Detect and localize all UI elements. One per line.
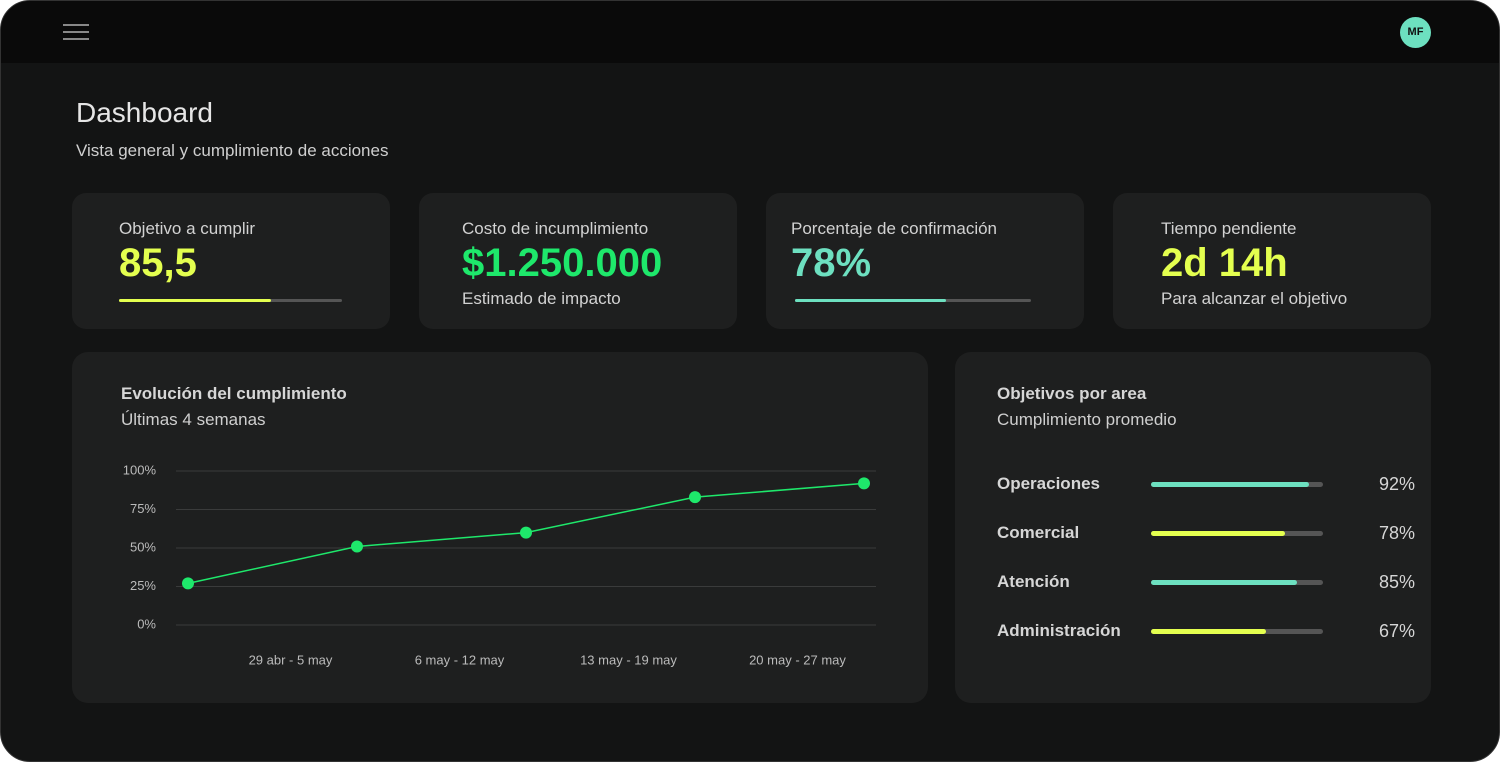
menu-button[interactable]: [63, 24, 89, 45]
area-value: 67%: [1379, 621, 1416, 641]
area-fill: [1151, 531, 1286, 536]
page-subtitle: Vista general y cumplimiento de acciones: [76, 141, 389, 160]
area-row: Comercial 78%: [997, 521, 1415, 545]
y-tick-label: 75%: [130, 501, 156, 516]
area-value: 78%: [1379, 523, 1416, 543]
area-fill: [1151, 482, 1310, 487]
x-tick-label: 29 abr - 5 may: [249, 652, 333, 667]
chart: 0% 25% 50% 75% 100% 29 abr - 5 may 6 may - 12 …: [123, 462, 876, 667]
kpi-card: Tiempo pendiente 2d 14h Para alcanzar el o…: [1113, 193, 1431, 329]
areas-panel: Objetivos por area Cumplimiento promedio…: [955, 352, 1431, 703]
kpi-label: Tiempo pendiente: [1161, 219, 1297, 238]
x-tick-label: 13 may - 19 may: [580, 652, 677, 667]
area-fill: [1151, 629, 1267, 634]
area-track: [1151, 629, 1323, 634]
point: [351, 540, 363, 553]
area-track: [1151, 531, 1323, 536]
areas-title: Objetivos por area: [997, 384, 1147, 403]
kpi-label: Porcentaje de confirmación: [791, 219, 998, 238]
y-tick-label: 25%: [130, 578, 156, 593]
kpi-value: 78%: [791, 241, 872, 285]
area-value: 92%: [1379, 474, 1416, 494]
progress-fill: [119, 299, 271, 302]
y-tick-label: 100%: [123, 462, 157, 477]
chart-title: Evolución del cumplimiento: [121, 384, 347, 403]
page-title: Dashboard: [76, 97, 213, 128]
progress-track: [119, 299, 342, 302]
area-value: 85%: [1379, 572, 1416, 592]
area-name: Atención: [997, 572, 1070, 591]
area-name: Operaciones: [997, 474, 1100, 493]
kpi-card: Porcentaje de confirmación 78%: [766, 193, 1084, 329]
kpi-label: Objetivo a cumplir: [119, 219, 256, 238]
areas-subtitle: Cumplimiento promedio: [997, 410, 1177, 429]
x-tick-label: 6 may - 12 may: [415, 652, 505, 667]
area-row: Atención 85%: [997, 570, 1415, 594]
kpi-label: Costo de incumplimiento: [462, 219, 649, 238]
x-tick-label: 20 may - 27 may: [749, 652, 846, 667]
kpi-card: Objetivo a cumplir 85,5: [72, 193, 390, 329]
kpi-card: Costo de incumplimiento $1.250.000 Estimad…: [419, 193, 737, 329]
y-tick-label: 0%: [137, 616, 156, 631]
point: [520, 526, 532, 539]
area-fill: [1151, 580, 1298, 585]
area-track: [1151, 482, 1323, 487]
point: [689, 491, 701, 504]
area-track: [1151, 580, 1323, 585]
progress-track: [795, 299, 1031, 302]
kpi-value: 2d 14h: [1161, 241, 1288, 285]
kpi-note: Estimado de impacto: [462, 289, 621, 308]
kpi-value: $1.250.000: [462, 241, 663, 285]
top-bar: MF: [1, 1, 1499, 63]
point: [182, 577, 194, 590]
progress-fill: [795, 299, 947, 302]
point: [858, 477, 870, 490]
area-row: Administración 67%: [997, 619, 1415, 643]
area-row: Operaciones 92%: [997, 472, 1415, 496]
chart-panel: Evolución del cumplimiento Últimas 4 sem…: [72, 352, 928, 703]
area-name: Comercial: [997, 523, 1080, 542]
avatar[interactable]: MF: [1400, 17, 1431, 48]
kpi-value: 85,5: [119, 241, 197, 285]
area-name: Administración: [997, 621, 1121, 640]
y-tick-label: 50%: [130, 539, 156, 554]
chart-subtitle: Últimas 4 semanas: [121, 410, 266, 429]
kpi-note: Para alcanzar el objetivo: [1161, 289, 1348, 308]
